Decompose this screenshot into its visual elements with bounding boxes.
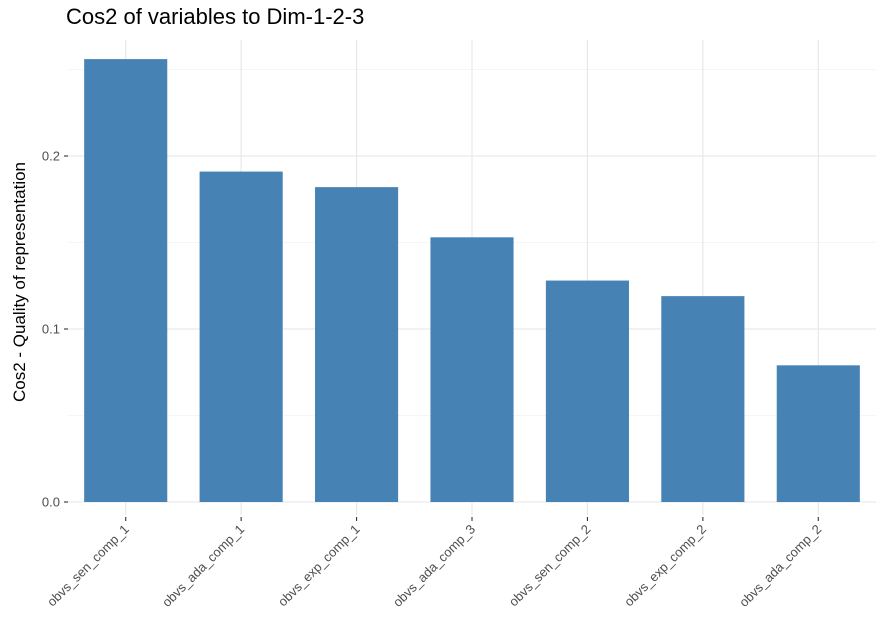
y-tick-label: 0.0 — [42, 495, 60, 510]
bars — [84, 59, 860, 503]
x-tick-label: obvs_sen_comp_1 — [44, 522, 132, 610]
bar-obvs_sen_comp_1 — [84, 59, 168, 503]
bar-obvs_ada_comp_3 — [430, 237, 514, 502]
x-tick-label: obvs_ada_comp_1 — [159, 522, 247, 610]
x-tick-label: obvs_ada_comp_3 — [390, 522, 478, 610]
x-axis-ticks: obvs_sen_comp_1 obvs_ada_comp_1 obvs_exp_c… — [44, 517, 824, 610]
x-tick-label: obvs_exp_comp_1 — [275, 522, 363, 610]
bar-obvs_exp_comp_2 — [661, 296, 745, 502]
x-tick-label: obvs_sen_comp_2 — [506, 522, 594, 610]
x-tick-label: obvs_exp_comp_2 — [621, 522, 709, 610]
y-axis-title: Cos2 - Quality of representation — [10, 162, 29, 402]
bar-obvs_ada_comp_1 — [199, 171, 283, 502]
bar-obvs_ada_comp_2 — [776, 365, 860, 502]
y-axis-ticks: 0.0 0.1 0.2 — [42, 149, 68, 510]
y-tick-label: 0.2 — [42, 149, 60, 164]
chart-title: Cos2 of variables to Dim-1-2-3 — [66, 4, 365, 29]
bar-obvs_exp_comp_1 — [315, 187, 399, 502]
x-tick-label: obvs_ada_comp_2 — [736, 522, 824, 610]
y-tick-label: 0.1 — [42, 322, 60, 337]
bar-obvs_sen_comp_2 — [545, 280, 629, 502]
